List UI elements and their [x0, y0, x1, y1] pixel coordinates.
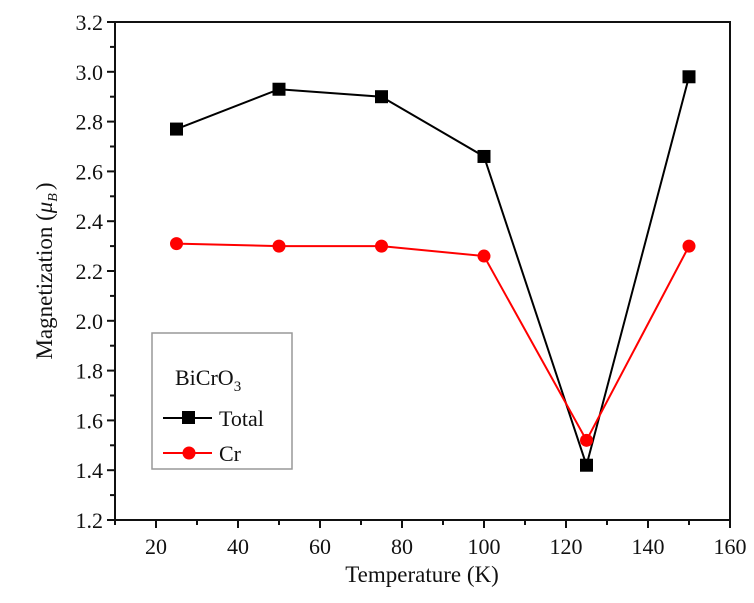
series-layer	[170, 70, 696, 472]
y-tick-label: 1.2	[76, 508, 104, 533]
legend-total-marker	[182, 411, 195, 424]
data-point-cr	[170, 237, 183, 251]
x-tick-label: 100	[468, 534, 501, 559]
data-point-total	[477, 149, 491, 163]
data-point-total	[375, 90, 388, 104]
data-point-cr	[682, 239, 696, 253]
x-tick-label: 40	[227, 534, 249, 559]
y-axis-title-sub: B	[46, 193, 61, 202]
data-point-total	[682, 70, 696, 84]
y-tick-label: 3.2	[76, 10, 104, 35]
data-point-total	[170, 122, 183, 136]
series-line-total	[176, 76, 690, 469]
svg-text:BiCrO3: BiCrO3	[175, 365, 241, 395]
y-axis-title: Magnetization (μB)	[32, 182, 61, 359]
x-tick-label: 140	[632, 534, 665, 559]
y-axis-title-main: Magnetization (	[32, 213, 57, 359]
x-tick-label: 80	[391, 534, 413, 559]
x-axis-ticks: 20 40 60 80 100 120 140 160	[114, 520, 747, 559]
data-point-cr	[375, 239, 388, 253]
y-axis-title-close: )	[32, 182, 57, 190]
y-tick-label: 1.8	[76, 359, 104, 384]
y-tick-label: 2.4	[76, 209, 104, 234]
svg-text:Magnetization (μB): Magnetization (μB)	[32, 182, 61, 359]
y-tick-label: 1.4	[76, 458, 104, 483]
x-tick-label: 120	[550, 534, 583, 559]
x-tick-label: 20	[145, 534, 167, 559]
legend-box	[151, 332, 293, 470]
data-point-cr	[580, 433, 593, 447]
legend-cr-marker	[182, 446, 196, 460]
legend-title: BiCrO	[175, 365, 234, 390]
y-tick-label: 2.2	[76, 259, 104, 284]
series-line-cr	[176, 242, 690, 443]
y-tick-label: 3.0	[76, 60, 104, 85]
legend: BiCrO3 Total Cr	[151, 332, 293, 470]
legend-total-label: Total	[219, 406, 264, 431]
y-tick-label: 2.6	[76, 159, 104, 184]
legend-cr-label: Cr	[219, 441, 242, 466]
y-tick-label: 1.6	[76, 408, 104, 433]
x-tick-label: 60	[309, 534, 331, 559]
data-point-total	[272, 82, 286, 96]
legend-title-sub: 3	[234, 379, 242, 395]
y-tick-label: 2.0	[76, 309, 104, 334]
x-tick-label: 160	[714, 534, 747, 559]
data-point-cr	[272, 239, 286, 253]
y-axis-title-mu: μ	[32, 202, 57, 215]
data-point-total	[580, 458, 593, 472]
y-axis-ticks: 1.2 1.4 1.6 1.8 2.0 2.2 2.4 2.6 2.8 3.0 3.2	[76, 10, 115, 533]
x-axis-title: Temperature (K)	[345, 562, 499, 587]
y-tick-label: 2.8	[76, 110, 104, 135]
data-point-cr	[477, 249, 491, 263]
